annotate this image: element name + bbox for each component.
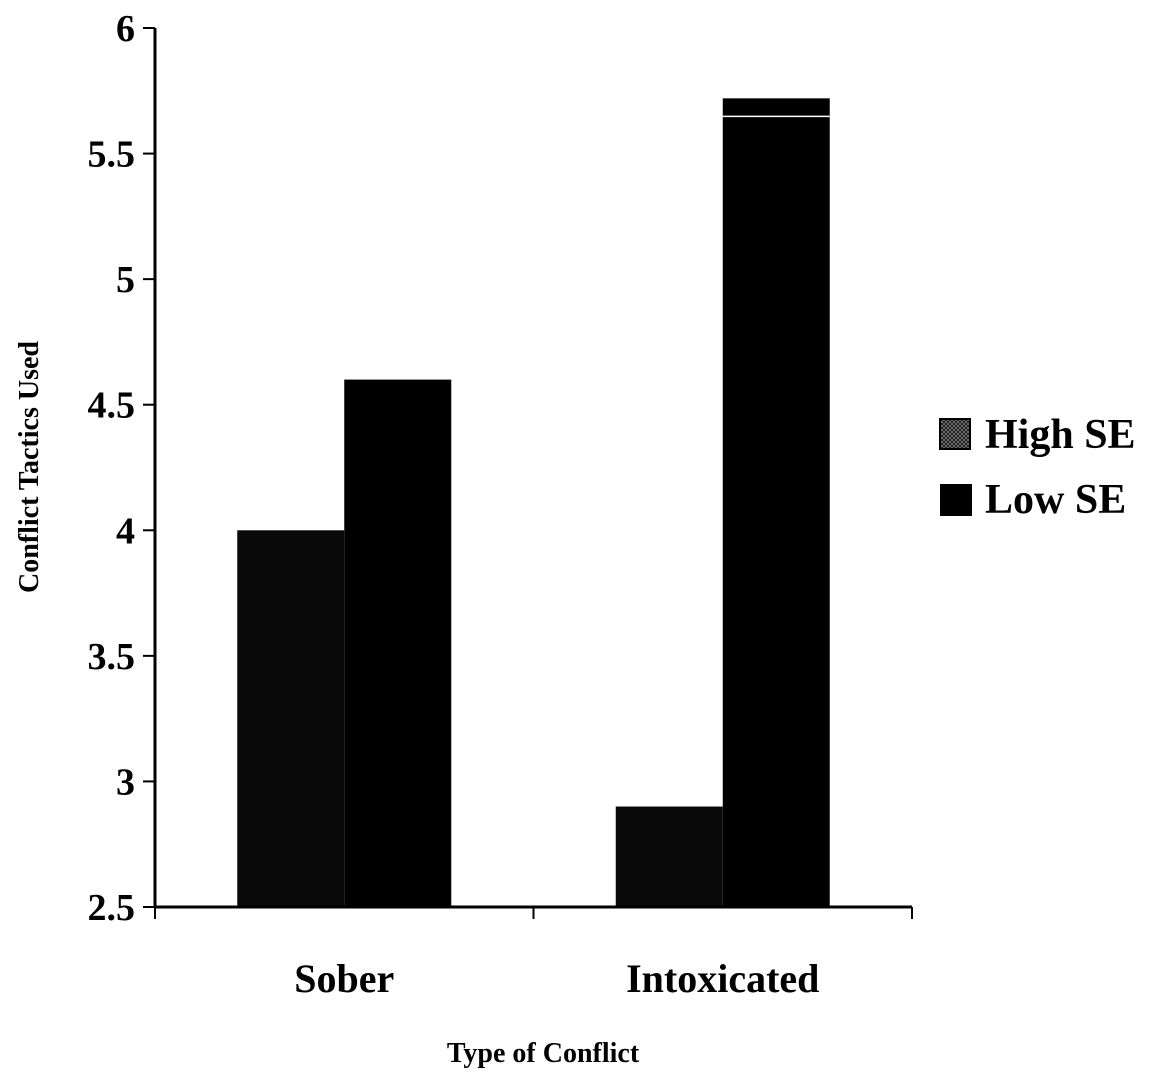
- x-axis-label: Type of Conflict: [447, 1038, 640, 1069]
- bar-high-se-sober: [237, 530, 345, 907]
- x-category-label: Intoxicated: [626, 956, 819, 1001]
- bar-low-se-sober: [344, 379, 452, 908]
- y-tick-label: 3.5: [88, 636, 136, 678]
- y-tick-label: 3: [116, 761, 135, 803]
- y-tick-label: 5.5: [88, 134, 136, 176]
- y-tick-label: 2.5: [88, 887, 136, 929]
- y-tick-label: 6: [116, 8, 135, 50]
- y-tick-label: 4.5: [88, 385, 136, 427]
- bars-layer: [237, 98, 830, 908]
- bar-low-se-intoxicated: [722, 98, 830, 907]
- x-category-label: Sober: [294, 956, 394, 1001]
- y-tick-label: 5: [116, 259, 135, 301]
- x-ticks-layer: Sober Intoxicated: [154, 907, 913, 1001]
- legend-swatch-low-se: [940, 484, 972, 516]
- y-tick-label: 4: [116, 510, 135, 552]
- y-ticks-layer: 2.5 3 3.5 4 4.5 5 5.5 6: [88, 8, 155, 929]
- legend-label-low-se: Low SE: [985, 477, 1126, 523]
- y-axis-label: Conflict Tactics Used: [14, 341, 45, 593]
- legend: High SE Low SE: [939, 412, 1136, 523]
- legend-label-high-se: High SE: [985, 412, 1136, 458]
- bar-high-se-intoxicated: [615, 806, 723, 907]
- legend-swatch-high-se: [939, 418, 971, 450]
